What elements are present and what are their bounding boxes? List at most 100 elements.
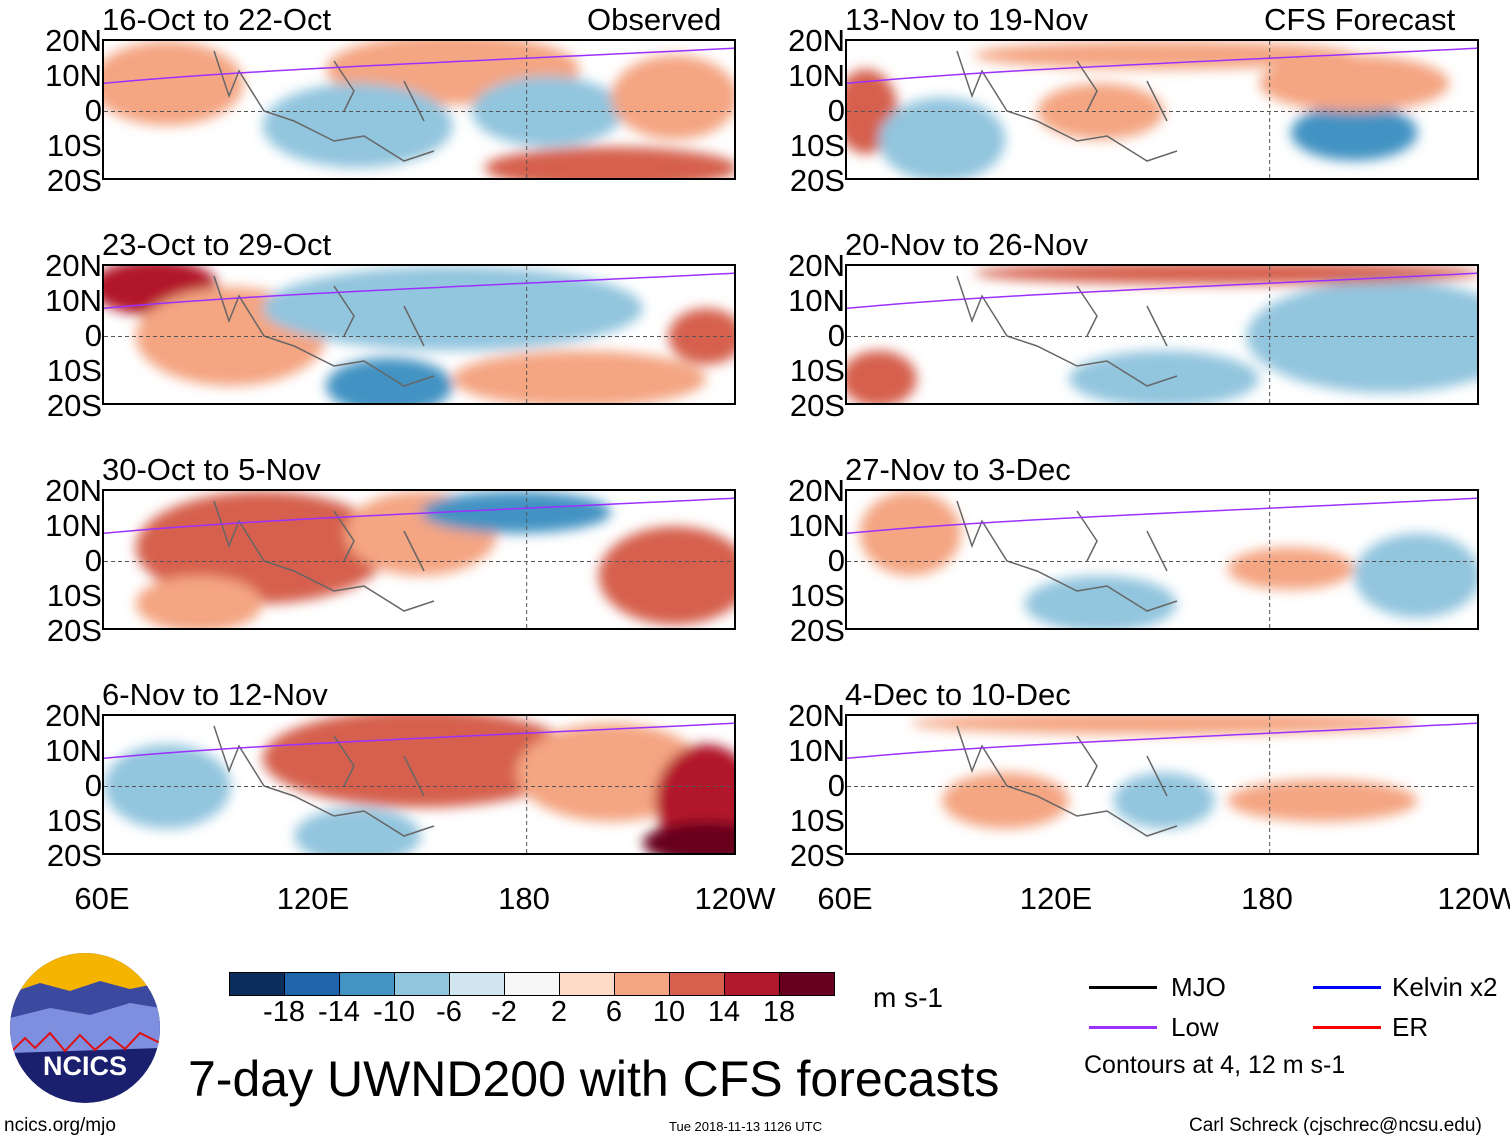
latitude-label: 10S [46,803,102,838]
logo-text: NCICS [42,1051,127,1081]
colorbar-label: -10 [373,996,415,1028]
forecast-header: CFS Forecast [1264,2,1456,37]
low-contour [847,722,1477,760]
latitude-label: 20N [45,698,102,733]
anomaly-region [973,41,1355,70]
anomaly-region [910,716,1418,735]
latitude-label: 0 [84,318,102,353]
anomaly-region [642,821,734,853]
colorbar-label: 10 [652,996,686,1028]
latitude-label: 10S [789,353,845,388]
latitude-label: 0 [827,318,845,353]
colorbar-swatch [560,973,615,995]
coastline [956,50,1178,162]
panel-title: 27-Nov to 3-Dec [845,452,1071,487]
latitude-label: 20S [46,838,102,873]
anomaly-region [598,526,734,625]
coastline [213,500,435,612]
map-panel [845,714,1479,855]
map-panel [102,264,736,405]
colorbar-label: -18 [263,996,305,1028]
legend-low-label: Low [1171,1012,1219,1042]
latitude-label: 10N [788,508,845,543]
coastline [956,500,1178,612]
low-contour [847,497,1477,535]
ncics-logo: NCICS [10,953,160,1103]
latitude-label: 10S [46,128,102,163]
anomaly-region [262,83,453,168]
legend-low-line [1089,1026,1157,1029]
panel-title: 16-Oct to 22-Oct [102,2,332,37]
latitude-label: 20N [45,473,102,508]
colorbar-label: 2 [550,996,568,1028]
footer-url[interactable]: ncics.org/mjo [4,1115,116,1136]
latitude-label: 10S [789,803,845,838]
low-contour [847,47,1477,85]
colorbar-swatch [780,973,834,995]
legend-er-line [1313,1026,1381,1029]
colorbar-swatch [285,973,340,995]
map-panel [102,489,736,630]
latitude-label: 0 [84,93,102,128]
coastline [213,725,435,837]
anomaly-region [294,807,421,853]
colorbar-swatch [230,973,285,995]
latitude-label: 20N [788,698,845,733]
latitude-label: 0 [827,543,845,578]
legend-kelvin-label: Kelvin x2 [1392,972,1498,1002]
anomaly-region [1354,533,1477,618]
legend-mjo-label: MJO [1171,972,1226,1002]
coastline [213,50,435,162]
colorbar-swatch [505,973,560,995]
latitude-label: 10N [45,508,102,543]
longitude-label: 180 [498,881,550,916]
map-panel [845,489,1479,630]
latitude-label: 10S [46,353,102,388]
panel-title: 4-Dec to 10-Dec [845,677,1071,712]
low-contour [104,497,734,535]
latitude-label: 10S [789,578,845,613]
latitude-label: 20N [788,23,845,58]
latitude-label: 20S [46,163,102,198]
colorbar-units: m s-1 [873,982,943,1013]
panel-title: 30-Oct to 5-Nov [102,452,321,487]
low-contour [104,47,734,85]
colorbar-label: 18 [762,996,796,1028]
latitude-label: 10N [45,733,102,768]
anomaly-region [1290,104,1418,161]
legend-kelvin-line [1313,986,1381,989]
latitude-label: 20N [788,248,845,283]
longitude-label: 120E [276,881,350,916]
latitude-label: 20N [45,23,102,58]
map-panel [102,714,736,855]
anomaly-region [1113,772,1215,829]
legend-er-label: ER [1392,1012,1429,1042]
latitude-label: 0 [827,768,845,803]
latitude-label: 20S [46,388,102,423]
anomaly-region [859,491,962,576]
latitude-label: 10N [45,283,102,318]
anomaly-region [325,357,453,403]
map-panel [845,264,1479,405]
colorbar-label: -2 [491,996,517,1028]
latitude-label: 20S [789,388,845,423]
anomaly-region [1259,55,1450,112]
observed-header: Observed [587,2,722,37]
latitude-label: 20S [789,838,845,873]
latitude-label: 10N [788,283,845,318]
latitude-label: 20S [46,613,102,648]
colorbar-swatch [725,973,780,995]
anomaly-region [452,350,707,403]
anomaly-region [1227,547,1355,590]
longitude-label: 120E [1019,881,1093,916]
colorbar-label: -14 [318,996,360,1028]
low-contour [847,272,1477,310]
longitude-label: 60E [74,881,130,916]
latitude-label: 10N [788,733,845,768]
coastline [213,275,435,387]
colorbar-swatch [395,973,450,995]
colorbar-swatch [450,973,505,995]
colorbar-swatch [615,973,670,995]
latitude-label: 20S [789,613,845,648]
low-contour [104,722,734,760]
